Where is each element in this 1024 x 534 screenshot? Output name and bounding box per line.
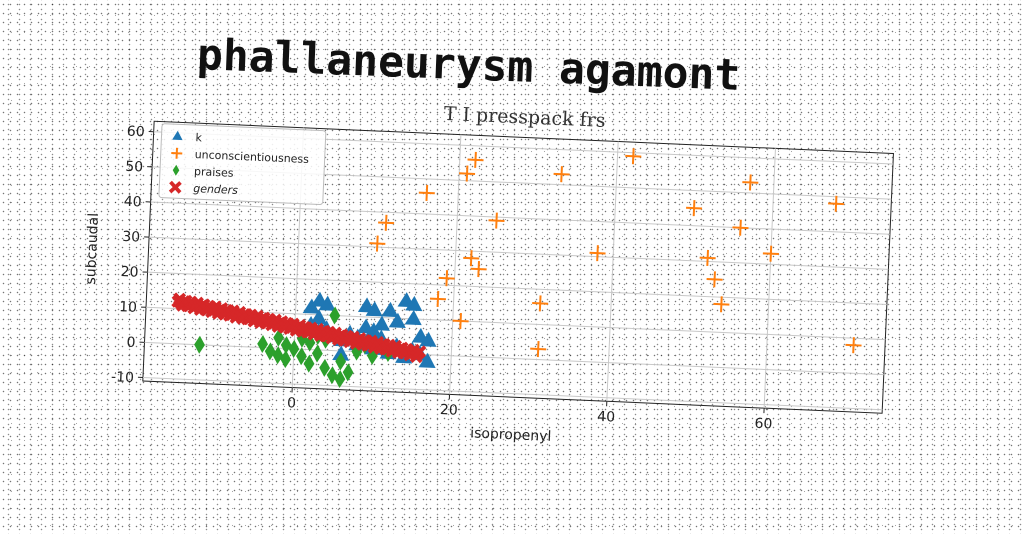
data-point (369, 235, 386, 252)
y-tick-label: 30 (122, 229, 141, 246)
y-tick-label: 0 (126, 335, 136, 351)
data-point (532, 295, 549, 312)
data-point (194, 336, 206, 354)
data-point (706, 271, 723, 288)
y-axis-label: subcaudal (83, 213, 102, 285)
data-point (312, 344, 324, 362)
data-point (732, 219, 749, 236)
data-point (625, 148, 642, 165)
data-point (470, 261, 487, 278)
legend-label: praises (194, 165, 234, 180)
series-genders (171, 294, 427, 363)
x-tick-label: 0 (287, 395, 297, 411)
y-tick-labels: -10 0 10 20 30 40 50 60 (111, 123, 154, 386)
data-point (763, 245, 780, 262)
data-point (378, 214, 395, 231)
y-tick-label: 60 (126, 124, 145, 141)
data-point (742, 174, 759, 191)
y-grid-line (148, 272, 887, 304)
data-point (438, 270, 455, 287)
x-axis-label: isopropenyl (470, 425, 552, 445)
y-tick-label: 40 (123, 194, 142, 211)
data-point (459, 165, 476, 182)
data-point (488, 212, 505, 229)
data-point (530, 341, 547, 358)
data-point (713, 296, 730, 313)
data-point (699, 250, 716, 267)
data-point (381, 302, 399, 318)
y-tick-label: 20 (120, 264, 139, 281)
legend-label: k (195, 131, 203, 144)
y-grid-line (144, 342, 883, 374)
y-grid-line (143, 377, 882, 409)
data-point (463, 250, 480, 267)
data-point (430, 291, 447, 308)
y-tick-label: 50 (125, 159, 144, 176)
x-tick-label: 40 (597, 409, 616, 426)
data-point (686, 200, 703, 217)
x-tick-label: 20 (440, 402, 459, 419)
chart-subtitle: T I presspack frs (443, 103, 606, 132)
x-tick-label: 60 (754, 416, 773, 433)
data-point (589, 245, 606, 262)
data-point (418, 185, 435, 202)
y-tick-label: 10 (119, 299, 138, 316)
data-point (553, 166, 570, 183)
y-grid-line (151, 202, 890, 234)
y-tick-label: -10 (111, 369, 135, 386)
data-point (845, 337, 862, 354)
legend-label: genders (193, 182, 239, 197)
data-point (405, 310, 423, 326)
data-point (452, 313, 469, 330)
data-point (467, 152, 484, 169)
data-point (828, 195, 845, 212)
